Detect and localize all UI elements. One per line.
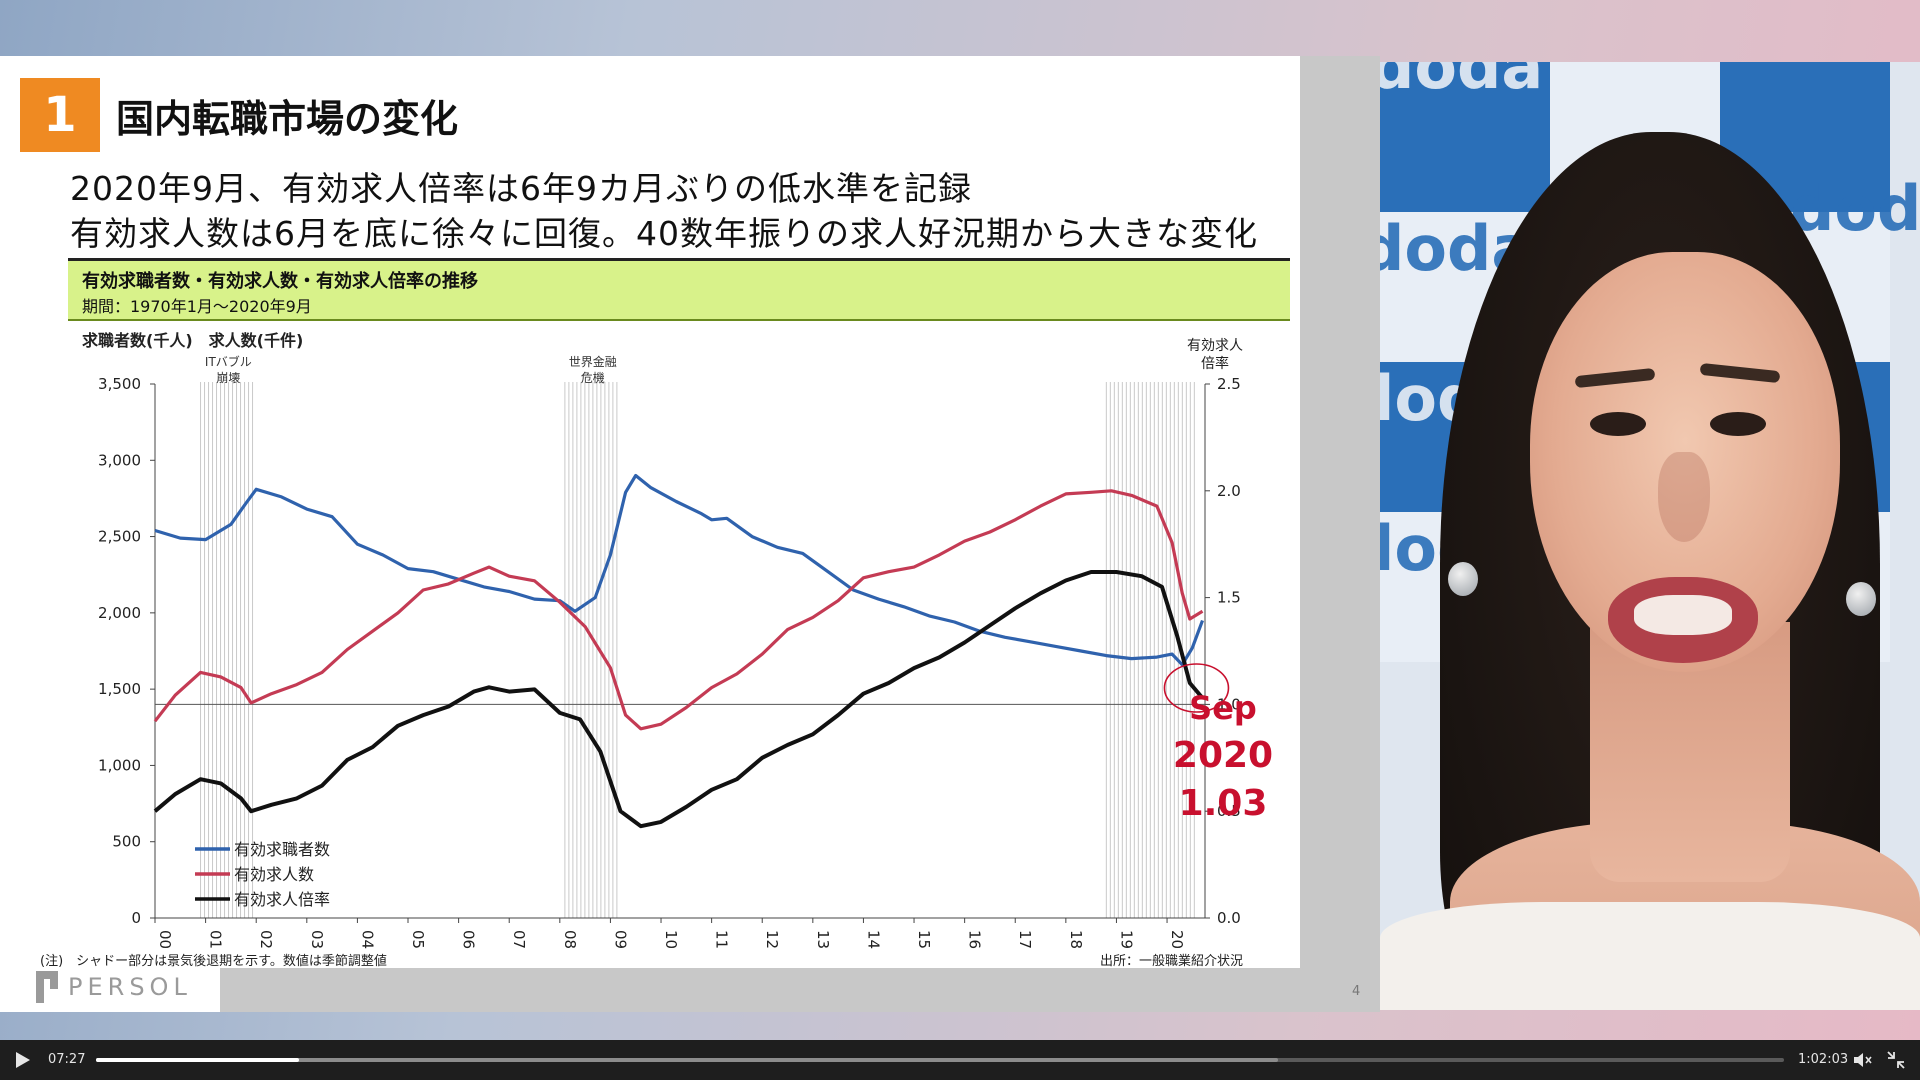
nose [1658, 452, 1710, 542]
mouth [1608, 577, 1758, 663]
right-tick-label: 0.5 [1217, 802, 1241, 820]
presenter-top [1380, 902, 1920, 1010]
eye [1710, 412, 1766, 436]
seek-bar[interactable] [96, 1058, 1784, 1062]
left-axis-label: 求職者数(千人) 求人数(千件) [82, 331, 303, 350]
x-tick-label: 07 [510, 930, 528, 949]
x-tick-label: 14 [864, 930, 882, 949]
left-tick-label: 1,500 [98, 680, 141, 698]
right-axis-label: 有効求人 [1187, 338, 1243, 354]
buffer-bar [96, 1058, 1278, 1062]
persol-wordmark: PERSOL [68, 973, 192, 1001]
x-tick-label: 10 [662, 930, 680, 949]
x-tick-label: 16 [966, 930, 984, 949]
current-time: 07:27 [48, 1052, 86, 1067]
x-tick-label: 18 [1067, 930, 1085, 949]
backdrop-text: doda [1790, 172, 1920, 245]
right-tick-label: 2.5 [1217, 375, 1241, 393]
exit-fullscreen-icon[interactable] [1886, 1050, 1906, 1070]
x-tick-label: 12 [763, 930, 781, 949]
right-tick-label: 2.0 [1217, 482, 1241, 500]
recession-label: 危機 [581, 370, 605, 385]
chart-title-box: 有効求職者数・有効求人数・有効求人倍率の推移 期間：1970年1月～2020年9… [68, 261, 1290, 321]
earring [1846, 582, 1876, 616]
x-tick-label: 06 [460, 930, 478, 949]
series-line-有効求人数 [153, 489, 1204, 731]
chart-note: (注) シャドー部分は景気後退期を示す。数値は季節調整値 [40, 954, 387, 969]
series-line-有効求職者数 [154, 473, 1204, 667]
x-tick-label: 03 [308, 930, 326, 949]
eye [1590, 412, 1646, 436]
annotation-label: Sep [1189, 689, 1257, 727]
line-chart: ITバブル崩壊世界金融危機05001,0001,5002,0002,5003,0… [82, 331, 1273, 949]
legend-label: 有効求人倍率 [234, 890, 330, 909]
right-tick-label: 0.0 [1217, 909, 1241, 927]
left-tick-label: 500 [112, 833, 141, 851]
x-tick-label: 09 [611, 930, 629, 949]
x-tick-label: 04 [358, 930, 376, 949]
earring [1448, 562, 1478, 596]
chart-title: 有効求職者数・有効求人数・有効求人倍率の推移 [82, 271, 478, 292]
x-tick-label: 00 [156, 930, 174, 949]
recession-label: 世界金融 [569, 354, 617, 369]
left-tick-label: 2,500 [98, 528, 141, 546]
progress-fill [96, 1058, 299, 1062]
total-duration: 1:02:03 [1798, 1052, 1849, 1067]
slide-page-number: 4 [1352, 984, 1361, 999]
x-tick-label: 02 [257, 930, 275, 949]
play-icon[interactable] [16, 1052, 30, 1068]
series-line-有効求人倍率 [153, 570, 1205, 829]
left-tick-label: 0 [131, 909, 141, 927]
legend-label: 有効求人数 [234, 865, 314, 884]
x-tick-label: 15 [915, 930, 933, 949]
headline-line-2: 有効求人数は6月を底に徐々に回復。40数年振りの求人好況期から大きな変化 [70, 214, 1258, 253]
slide-footer-bar [0, 968, 1380, 1012]
recession-label: 崩壊 [216, 371, 240, 385]
legend-label: 有効求職者数 [234, 840, 330, 859]
left-tick-label: 1,000 [98, 756, 141, 774]
annotation-label: 1.03 [1179, 783, 1268, 824]
chart-period: 期間：1970年1月～2020年9月 [82, 297, 312, 316]
annotation-circle [1163, 663, 1230, 713]
persol-logo: PERSOL [36, 970, 192, 1004]
x-tick-label: 13 [814, 930, 832, 949]
slide-title: 国内転職市場の変化 [116, 97, 459, 141]
x-tick-label: 01 [207, 930, 225, 949]
x-tick-label: 17 [1016, 930, 1034, 949]
right-tick-label: 1.0 [1217, 695, 1241, 713]
right-tick-label: 1.5 [1217, 589, 1241, 607]
x-tick-label: 20 [1168, 930, 1186, 949]
section-number-badge: 1 [20, 78, 100, 152]
persol-mark-icon [36, 971, 60, 1003]
annotation-label: 2020 [1173, 735, 1273, 776]
backdrop-text: doda [1380, 62, 1544, 103]
recession-label: ITバブル [205, 354, 252, 369]
left-tick-label: 3,000 [98, 451, 141, 469]
headline-line-1: 2020年9月、有効求人倍率は6年9カ月ぶりの低水準を記録 [70, 169, 972, 208]
chart-source: 出所：一般職業紹介状況 [1100, 954, 1244, 969]
video-player-controls: 07:27 1:02:03 [0, 1040, 1920, 1080]
left-tick-label: 2,000 [98, 604, 141, 622]
x-tick-label: 11 [713, 930, 731, 949]
volume-muted-icon[interactable] [1852, 1050, 1874, 1070]
x-tick-label: 08 [561, 930, 579, 949]
x-tick-label: 05 [409, 930, 427, 949]
slide-margin [1300, 56, 1380, 1012]
x-tick-label: 19 [1117, 930, 1135, 949]
right-axis-label: 倍率 [1201, 355, 1229, 372]
left-tick-label: 3,500 [98, 375, 141, 393]
webcam-video: doda doda doda doda doda [1380, 62, 1920, 1010]
chart-header-rule [68, 258, 1290, 261]
